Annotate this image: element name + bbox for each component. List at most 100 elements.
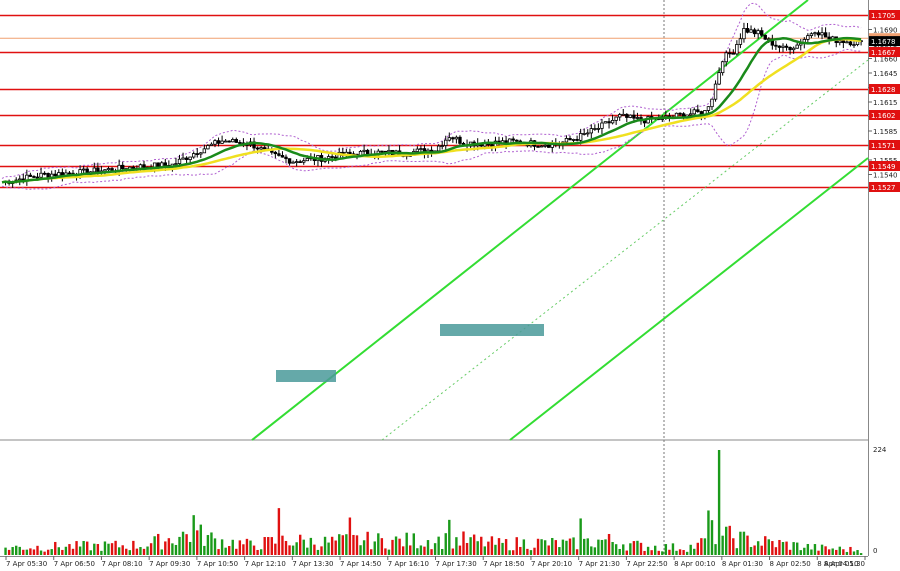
volume-bar <box>295 542 298 555</box>
volume-bar <box>380 538 384 555</box>
volume-bar <box>54 541 57 555</box>
candle-body <box>728 52 732 55</box>
price-tick-label: 1.1660 <box>873 56 898 64</box>
price-tick-label: 1.1540 <box>873 172 898 180</box>
volume-bar <box>167 538 171 555</box>
candle-body <box>618 114 622 118</box>
volume-bar <box>7 549 11 555</box>
volume-bar <box>405 532 408 555</box>
volume-bar <box>306 547 309 555</box>
volume-bar <box>654 545 657 555</box>
candle-body <box>18 178 22 181</box>
volume-bar <box>703 538 707 555</box>
candle-body <box>53 173 57 177</box>
volume-bar <box>281 535 284 555</box>
candle-body <box>223 140 228 143</box>
level-price-label: 1.1571 <box>871 142 896 150</box>
candle-body <box>696 109 700 112</box>
candle-body <box>81 168 86 171</box>
candle-body <box>213 140 217 145</box>
candle-body <box>330 156 334 158</box>
candle-body <box>720 61 725 74</box>
volume-bar <box>721 535 724 555</box>
candle-body <box>692 109 696 115</box>
volume-bar <box>309 537 313 555</box>
volume-bar <box>355 535 359 555</box>
candle-body <box>777 45 782 48</box>
volume-bar <box>551 537 554 555</box>
volume-bar <box>593 547 597 555</box>
candle-body <box>419 148 423 150</box>
volume-bar <box>146 546 149 555</box>
time-tick-label: 8 Apr 01:30 <box>722 560 763 568</box>
volume-bar <box>618 548 621 555</box>
time-tick-label: 8 Apr 02:50 <box>770 560 811 568</box>
volume-bar <box>728 525 731 555</box>
volume-bar <box>25 549 29 555</box>
time-tick-label: 7 Apr 22:50 <box>626 560 667 568</box>
candle-body <box>582 133 586 135</box>
candle-body <box>277 153 281 156</box>
volume-bar <box>299 534 302 555</box>
volume-bar <box>554 540 557 555</box>
candle-body <box>600 122 604 129</box>
volume-bar <box>771 541 774 555</box>
time-tick-label: 7 Apr 20:10 <box>531 560 572 568</box>
volume-bar <box>533 547 536 555</box>
volume-bar <box>366 531 369 555</box>
candle-body <box>451 137 455 140</box>
volume-bar <box>437 536 440 555</box>
level-price-tag <box>869 10 900 20</box>
volume-bar <box>391 539 394 555</box>
volume-bar <box>838 546 841 555</box>
candle-body <box>774 44 778 47</box>
candle-body <box>106 168 111 171</box>
volume-zero-label: 0 <box>873 547 877 555</box>
candle-body <box>415 148 420 152</box>
volume-bar <box>636 540 639 555</box>
volume-bar <box>586 538 589 555</box>
volume-bar <box>522 539 526 555</box>
volume-bar <box>256 549 259 555</box>
candle-body <box>823 32 828 38</box>
support-resistance-levels <box>0 14 868 189</box>
candle-body <box>305 158 309 162</box>
volume-bar <box>46 549 50 555</box>
current-price-label: 1.1678 <box>871 38 896 46</box>
candle-body <box>806 35 810 40</box>
candle-body <box>852 44 856 46</box>
volume-bar <box>203 545 206 555</box>
volume-bar <box>632 541 636 555</box>
volume-bar <box>174 544 178 555</box>
volume-bar <box>242 544 245 555</box>
candle-body <box>586 132 590 135</box>
volume-bar <box>89 550 92 555</box>
candle-body <box>436 145 441 152</box>
volume-bar <box>171 543 174 555</box>
candle-body <box>539 145 544 148</box>
candle-body <box>547 144 551 148</box>
volume-bar <box>345 534 348 555</box>
volume-bar <box>267 537 270 555</box>
candle-body <box>163 162 167 166</box>
candle-body <box>28 174 33 177</box>
highlight-zones <box>276 324 544 382</box>
volume-bar <box>746 535 749 555</box>
volume-bar <box>508 550 511 555</box>
volume-bar <box>192 515 195 555</box>
candle-body <box>710 98 714 108</box>
volume-bar <box>796 542 799 555</box>
highlight-zone <box>440 324 544 336</box>
volume-bar <box>352 534 355 555</box>
volume-bar <box>483 546 486 555</box>
volume-bar <box>472 534 476 555</box>
volume-bar <box>501 542 504 555</box>
candle-body <box>607 121 611 124</box>
volume-bar <box>313 544 316 555</box>
volume-bar <box>480 536 483 555</box>
volume-bar <box>696 542 699 555</box>
candle-body <box>632 114 636 119</box>
candle-body <box>199 152 203 155</box>
